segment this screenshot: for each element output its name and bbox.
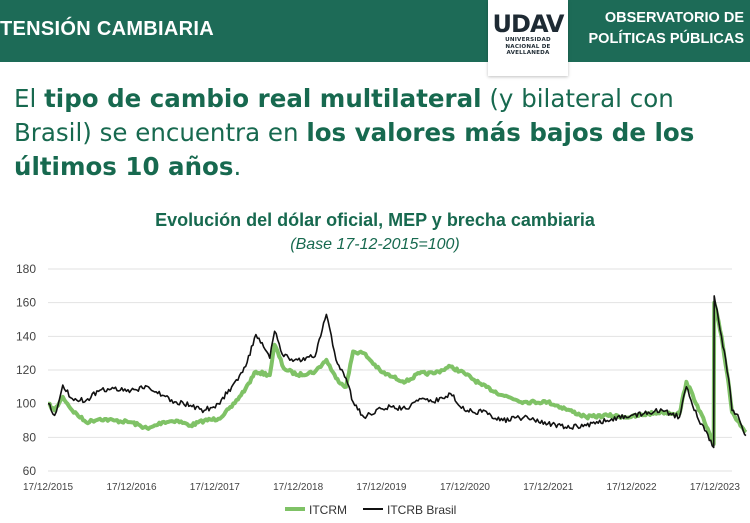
series-line-itcrm [47, 300, 748, 447]
observatory-label: OBSERVATORIO DE POLÍTICAS PÚBLICAS [589, 8, 744, 50]
y-tick-label: 180 [16, 262, 36, 276]
university-logo: UDAV UNIVERSIDAD NACIONAL DE AVELLANEDA [488, 0, 568, 76]
headline-bold-2: los valores más bajos de los últimos 10 … [14, 118, 695, 181]
y-tick-label: 120 [16, 363, 36, 377]
headline: El tipo de cambio real multilateral (y b… [14, 82, 734, 184]
y-tick-label: 100 [16, 397, 36, 411]
observatory-line-1: OBSERVATORIO DE [604, 10, 744, 26]
chart-subtitle: (Base 17-12-2015=100) [290, 236, 460, 253]
logo-line-3: AVELLANEDA [506, 50, 550, 57]
y-tick-label: 60 [23, 464, 37, 478]
headline-text-2: (y bilateral con Brasil) se encuentra en [14, 84, 674, 147]
headline-text-3: . [233, 152, 242, 181]
y-tick-label: 140 [16, 329, 36, 343]
x-tick-label: 17/12/2018 [273, 482, 323, 493]
x-tick-label: 17/12/2021 [523, 482, 573, 493]
x-tick-label: 17/12/2023 [690, 482, 740, 493]
y-tick-label: 80 [23, 430, 37, 444]
y-tick-label: 160 [16, 296, 36, 310]
headline-text-1: El [14, 84, 45, 113]
observatory-line-2: POLÍTICAS PÚBLICAS [588, 31, 744, 47]
legend-label-itcrb: ITCRB Brasil [387, 503, 456, 517]
legend-label-itcrm: ITCRM [309, 503, 347, 517]
section-title: TENSIÓN CAMBIARIA [0, 18, 214, 40]
logo-wordmark: UDAV [492, 10, 565, 38]
headline-bold-1: tipo de cambio real multilateral [44, 84, 482, 113]
x-tick-label: 17/12/2022 [607, 482, 657, 493]
x-tick-label: 17/12/2019 [356, 482, 406, 493]
logo-line-1: UNIVERSIDAD [505, 37, 551, 43]
chart-title: Evolución del dólar oficial, MEP y brech… [155, 210, 595, 230]
x-tick-label: 17/12/2017 [190, 482, 240, 493]
x-tick-label: 17/12/2015 [23, 482, 73, 493]
logo-line-2: NACIONAL DE [505, 43, 551, 50]
series-line-itcrb [47, 295, 747, 449]
x-tick-label: 17/12/2016 [107, 482, 157, 493]
header-bar [0, 0, 750, 62]
x-tick-label: 17/12/2020 [440, 482, 490, 493]
